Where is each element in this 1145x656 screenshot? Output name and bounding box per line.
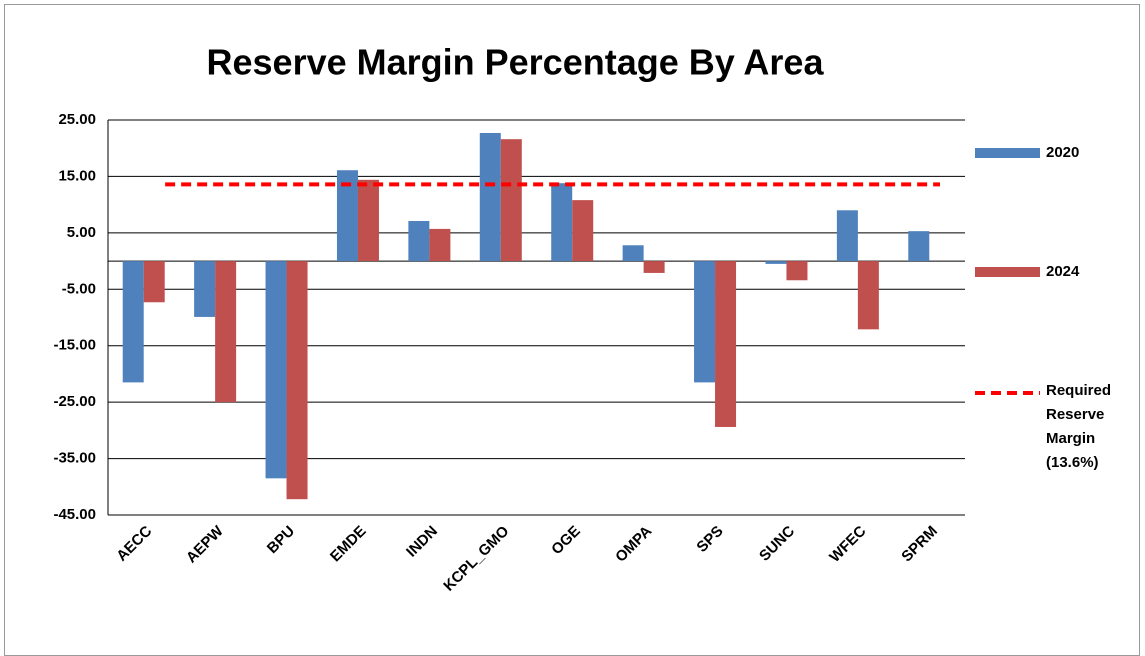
bar	[286, 261, 308, 500]
chart-title: Reserve Margin Percentage By Area	[207, 42, 825, 83]
bar	[122, 261, 144, 383]
bar	[715, 261, 737, 427]
chart-border	[4, 4, 1140, 656]
y-tick-label: 25.00	[58, 111, 96, 128]
legend-label: 2024	[1046, 263, 1080, 280]
legend-swatch	[975, 148, 1040, 158]
bar	[336, 170, 358, 262]
y-tick-label: 5.00	[67, 224, 96, 241]
bar	[857, 261, 879, 330]
bar	[479, 132, 501, 262]
legend-label: 2020	[1046, 144, 1079, 161]
bar	[694, 261, 716, 383]
bar	[357, 179, 379, 262]
y-tick-label: -45.00	[53, 506, 96, 523]
bar	[622, 245, 644, 262]
bar	[429, 228, 451, 262]
bar	[786, 261, 808, 281]
y-tick-label: -25.00	[53, 393, 96, 410]
legend-swatch	[975, 267, 1040, 277]
bar	[500, 139, 522, 262]
legend-label: Required Reserve Margin (13.6%)	[1046, 382, 1112, 471]
bar	[143, 261, 165, 303]
bar	[572, 200, 594, 262]
y-tick-label: -15.00	[53, 337, 96, 354]
bar	[836, 210, 858, 262]
bar	[908, 231, 930, 262]
bar	[215, 261, 237, 403]
y-tick-label: -35.00	[53, 450, 96, 467]
y-tick-label: -5.00	[62, 280, 96, 297]
bar	[551, 183, 573, 262]
bar	[765, 261, 787, 264]
bar	[408, 221, 430, 262]
bar	[194, 261, 216, 317]
bar	[265, 261, 287, 479]
y-tick-label: 15.00	[58, 167, 96, 184]
bar	[643, 261, 665, 273]
